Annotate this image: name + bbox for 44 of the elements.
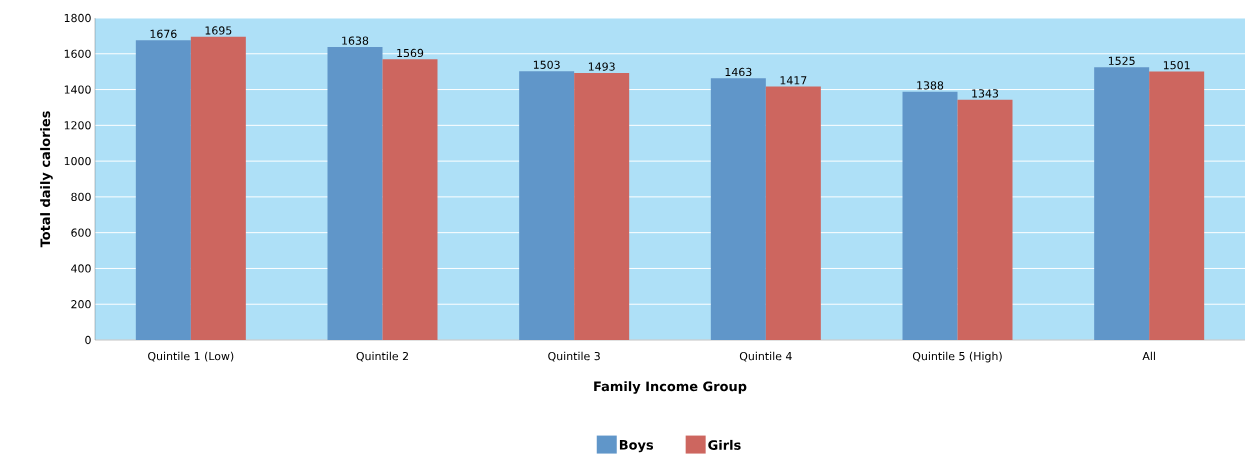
x-tick-label: Quintile 4	[739, 351, 792, 362]
bar	[1094, 67, 1150, 340]
data-label: 1388	[917, 81, 944, 90]
x-tick-label: Quintile 1 (Low)	[148, 351, 234, 362]
y-tick-label: 1200	[64, 121, 91, 130]
x-axis-title: Family Income Group	[594, 381, 747, 394]
data-label: 1676	[150, 29, 177, 38]
y-tick-label: 600	[71, 228, 91, 237]
bar	[1149, 71, 1205, 340]
x-tick-label: Quintile 2	[356, 351, 408, 362]
x-tick-label: Quintile 3	[548, 351, 600, 362]
bar	[327, 46, 383, 340]
y-tick-label: 1600	[64, 49, 91, 58]
y-tick-label: 400	[71, 264, 91, 273]
bar	[902, 91, 958, 340]
bar	[957, 99, 1013, 340]
data-label: 1417	[780, 76, 807, 85]
y-tick-label: 1800	[64, 13, 91, 23]
bar	[382, 59, 438, 340]
bar	[519, 71, 575, 340]
legend-label: Boys	[619, 440, 654, 453]
data-label: 1695	[205, 26, 232, 35]
bar	[765, 86, 821, 340]
data-label: 1493	[588, 62, 615, 71]
data-label: 1501	[1163, 61, 1190, 70]
bar	[135, 40, 191, 340]
y-tick-label: 0	[85, 335, 91, 345]
y-tick-label: 1400	[64, 85, 91, 94]
data-label: 1343	[972, 89, 999, 98]
y-tick-label: 1000	[64, 156, 91, 166]
data-label: 1463	[725, 67, 752, 77]
bar	[710, 78, 766, 340]
bar	[190, 36, 246, 340]
bar	[574, 72, 630, 340]
x-tick-label: All	[1142, 351, 1155, 361]
data-label: 1638	[342, 36, 369, 45]
x-tick-label: Quintile 5 (High)	[912, 351, 1002, 363]
y-axis-title: Total daily calories	[40, 111, 53, 248]
data-label: 1569	[397, 48, 424, 58]
y-tick-label: 200	[71, 300, 91, 309]
legend-label: Girls	[708, 439, 741, 450]
data-label: 1525	[1108, 56, 1135, 65]
y-tick-label: 800	[71, 192, 91, 202]
data-label: 1503	[533, 60, 560, 69]
